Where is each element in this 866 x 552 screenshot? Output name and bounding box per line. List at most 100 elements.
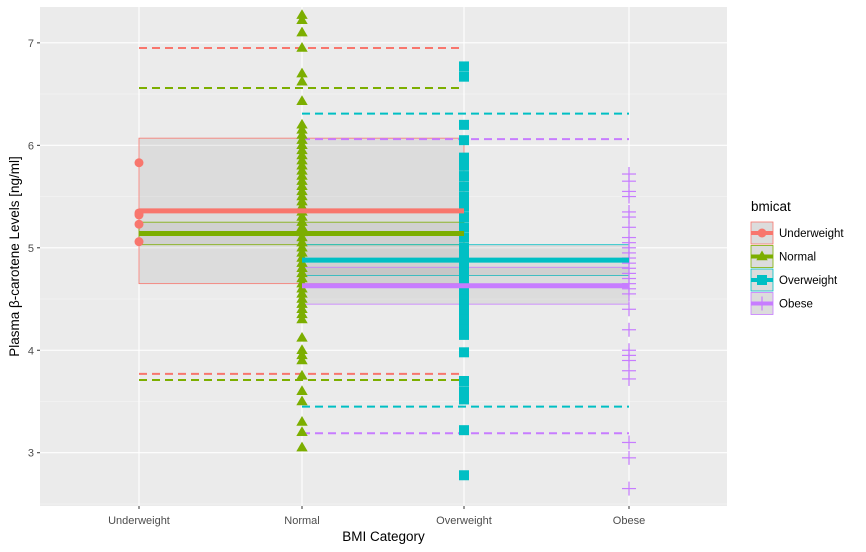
data-point	[459, 375, 469, 386]
data-point	[296, 164, 308, 175]
data-point	[296, 349, 308, 360]
data-point	[622, 322, 636, 337]
data-point	[296, 211, 308, 221]
legend-label: Normal	[779, 252, 816, 264]
data-point	[459, 470, 469, 481]
data-point	[459, 232, 469, 243]
data-point	[459, 319, 469, 330]
data-point	[296, 415, 308, 426]
data-point	[296, 170, 308, 180]
data-point	[296, 195, 308, 206]
data-point	[459, 119, 469, 130]
legend-title: bmicat	[751, 199, 791, 214]
data-point	[622, 302, 636, 317]
data-point	[296, 14, 308, 25]
data-point	[459, 294, 469, 305]
data-point	[459, 222, 469, 233]
data-point	[296, 267, 308, 278]
data-point	[296, 134, 308, 144]
data-point	[296, 200, 308, 211]
data-point	[622, 450, 636, 465]
panel-background	[40, 7, 727, 506]
axes: 3 4 5 6 7 Underweight Normal Overweight Obese	[28, 38, 645, 527]
legend-keys: Underweight Normal Overweight Obese	[750, 221, 844, 315]
data-point	[134, 219, 144, 229]
data-point	[134, 237, 144, 247]
data-point	[622, 371, 636, 386]
data-point	[296, 144, 308, 155]
data-point	[296, 129, 308, 139]
data-point	[459, 309, 469, 320]
data-point	[459, 304, 469, 315]
legend-label: Obese	[779, 299, 813, 311]
data-point	[459, 394, 469, 405]
data-point	[296, 395, 308, 406]
data-point	[459, 347, 469, 358]
data-point	[296, 231, 308, 242]
data-point	[296, 67, 308, 78]
data-point	[296, 95, 308, 105]
data-point	[296, 331, 308, 342]
x-axis-title: BMI Category	[342, 529, 425, 544]
legend-key-symbol	[756, 250, 768, 261]
data-point	[459, 329, 469, 340]
x-tick-label: Obese	[613, 515, 645, 527]
legend-key-symbol	[757, 228, 767, 238]
legend-key-symbol	[757, 275, 767, 285]
data-point	[296, 298, 308, 308]
data-point	[459, 135, 469, 146]
data-point	[296, 41, 308, 52]
data-point	[459, 152, 469, 163]
y-tick-label: 4	[28, 345, 34, 357]
x-tick-label: Underweight	[108, 515, 170, 527]
data-point	[296, 262, 308, 273]
data-point	[459, 288, 469, 299]
data-point	[296, 303, 308, 313]
data-point	[296, 175, 308, 185]
data-point	[296, 75, 308, 86]
data-point	[459, 283, 469, 294]
data-point	[296, 185, 308, 196]
data-point	[296, 123, 308, 134]
data-point	[296, 190, 308, 201]
data-point	[296, 221, 308, 232]
data-point	[459, 386, 469, 397]
data-point	[296, 426, 308, 436]
data-point	[459, 160, 469, 171]
y-tick-label: 6	[28, 140, 34, 152]
data-point	[459, 247, 469, 258]
data-point	[622, 435, 636, 450]
data-point	[296, 369, 308, 380]
y-axis-title: Plasma β-carotene Levels [ng/ml]	[7, 156, 22, 357]
data-point	[296, 441, 308, 452]
data-point	[459, 242, 469, 253]
data-point	[296, 313, 308, 324]
data-point	[296, 139, 308, 150]
data-point	[296, 354, 308, 365]
data-point	[296, 149, 308, 160]
data-point	[459, 263, 469, 274]
data-point	[296, 385, 308, 395]
legend-key-symbol	[755, 296, 769, 311]
data-point	[459, 71, 469, 82]
data-point	[296, 26, 308, 37]
data-point	[459, 212, 469, 223]
data-point	[296, 159, 308, 170]
data-point	[459, 181, 469, 192]
y-tick-label: 5	[28, 243, 34, 255]
data-point	[459, 299, 469, 310]
y-tick-label: 7	[28, 38, 34, 50]
data-point	[296, 241, 308, 252]
data-point	[459, 201, 469, 212]
legend-label: Underweight	[779, 228, 844, 240]
data-point	[459, 324, 469, 335]
data-point	[296, 216, 308, 226]
data-point	[459, 258, 469, 269]
data-point	[622, 286, 636, 301]
data-point	[296, 272, 308, 283]
data-point	[296, 246, 308, 257]
mean-lines	[139, 208, 629, 289]
data-point	[296, 154, 308, 165]
legend-label: Overweight	[779, 275, 838, 287]
